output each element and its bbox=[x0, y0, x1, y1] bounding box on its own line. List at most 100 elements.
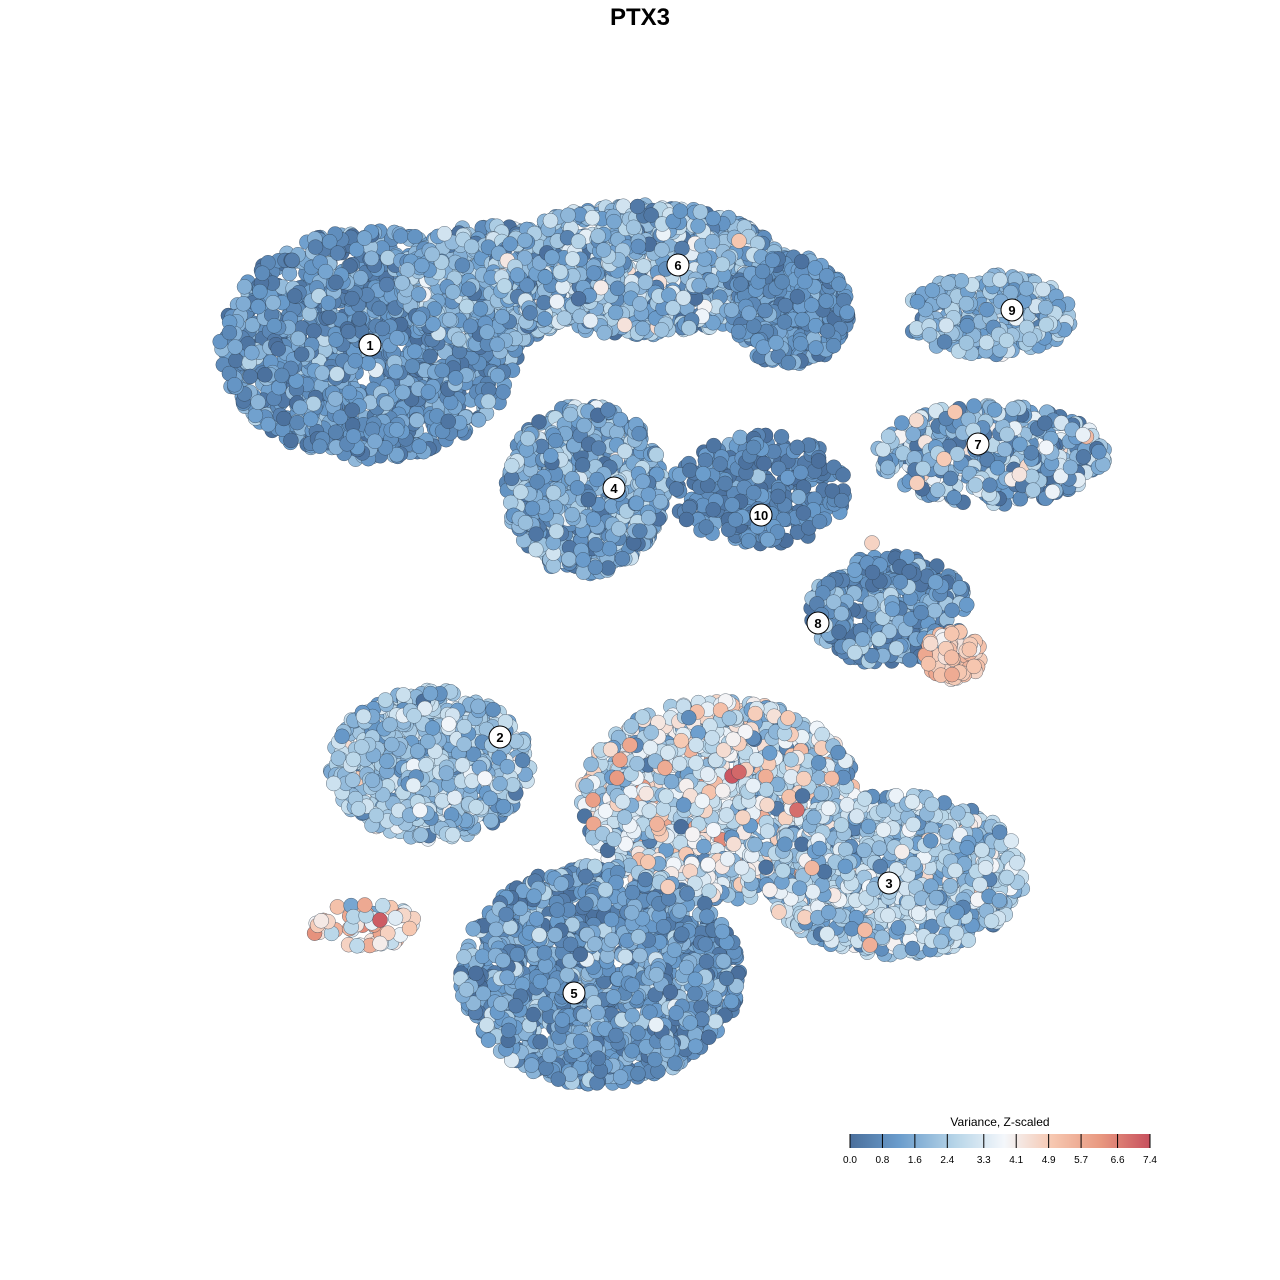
data-point bbox=[496, 278, 513, 294]
data-point bbox=[797, 273, 813, 290]
data-point bbox=[276, 410, 292, 427]
data-point bbox=[235, 296, 252, 312]
data-point bbox=[352, 270, 369, 286]
data-point bbox=[936, 293, 952, 309]
data-point bbox=[542, 212, 559, 229]
data-point bbox=[634, 320, 651, 337]
data-point bbox=[447, 370, 464, 386]
data-point bbox=[472, 301, 489, 317]
data-point bbox=[564, 506, 580, 523]
data-point bbox=[549, 293, 565, 310]
data-point bbox=[770, 488, 786, 505]
data-point bbox=[611, 521, 627, 537]
data-point bbox=[825, 337, 842, 354]
data-point bbox=[411, 310, 427, 327]
data-points bbox=[212, 197, 1112, 1092]
data-point bbox=[780, 355, 797, 371]
data-point bbox=[818, 293, 835, 309]
data-point bbox=[524, 500, 541, 517]
data-point bbox=[347, 353, 364, 369]
data-point bbox=[588, 536, 604, 553]
data-point bbox=[410, 286, 427, 302]
data-point bbox=[404, 358, 421, 374]
data-point bbox=[389, 330, 405, 346]
data-point bbox=[545, 485, 562, 501]
data-point bbox=[590, 228, 606, 244]
data-point bbox=[803, 297, 820, 313]
data-point bbox=[792, 336, 809, 352]
data-point bbox=[522, 305, 538, 321]
data-point bbox=[414, 257, 430, 274]
data-point bbox=[479, 324, 495, 340]
data-point bbox=[371, 300, 387, 317]
data-point bbox=[562, 406, 579, 423]
data-point bbox=[696, 251, 713, 267]
data-point bbox=[434, 362, 450, 379]
data-point bbox=[614, 550, 631, 567]
data-point bbox=[422, 348, 438, 365]
data-point bbox=[489, 367, 506, 384]
data-point bbox=[773, 428, 790, 445]
data-point bbox=[794, 311, 810, 328]
data-point bbox=[560, 207, 576, 223]
data-point bbox=[556, 310, 573, 326]
data-point bbox=[327, 391, 344, 407]
data-point bbox=[388, 363, 404, 380]
data-point bbox=[672, 203, 688, 219]
data-point bbox=[570, 233, 587, 250]
data-point bbox=[607, 304, 624, 321]
data-point bbox=[992, 272, 1008, 288]
data-point bbox=[596, 325, 612, 341]
data-point bbox=[440, 413, 457, 430]
data-point bbox=[723, 302, 740, 318]
data-point bbox=[606, 213, 622, 230]
data-point bbox=[795, 505, 812, 521]
data-point bbox=[595, 242, 612, 258]
data-point bbox=[284, 252, 300, 269]
data-point bbox=[528, 541, 544, 558]
data-point bbox=[363, 250, 380, 267]
data-point bbox=[290, 330, 307, 347]
data-point bbox=[745, 484, 762, 501]
data-point bbox=[724, 497, 740, 513]
data-point bbox=[810, 453, 827, 469]
data-point bbox=[462, 318, 479, 334]
data-point bbox=[517, 514, 534, 531]
data-point bbox=[727, 511, 744, 528]
data-point bbox=[570, 291, 587, 307]
data-point bbox=[745, 439, 762, 456]
data-point bbox=[293, 346, 310, 362]
data-point bbox=[1038, 316, 1054, 333]
data-point bbox=[226, 377, 243, 393]
data-point bbox=[242, 368, 258, 385]
data-point bbox=[394, 275, 410, 291]
data-point bbox=[460, 281, 477, 297]
data-point bbox=[513, 484, 529, 500]
data-point bbox=[489, 336, 505, 353]
data-point bbox=[407, 343, 423, 360]
data-point bbox=[601, 540, 618, 557]
data-point bbox=[705, 501, 721, 518]
data-point bbox=[909, 294, 926, 310]
data-point bbox=[561, 551, 577, 567]
data-point bbox=[1035, 281, 1051, 298]
data-point bbox=[286, 288, 303, 304]
data-point bbox=[617, 443, 633, 459]
data-point bbox=[504, 458, 520, 474]
data-point bbox=[436, 225, 453, 242]
data-point bbox=[575, 552, 591, 568]
data-point bbox=[328, 424, 344, 440]
data-point bbox=[1022, 331, 1038, 348]
data-point bbox=[356, 230, 373, 246]
data-point bbox=[589, 471, 605, 488]
data-point bbox=[409, 412, 425, 429]
data-point bbox=[312, 438, 328, 455]
data-point bbox=[247, 407, 264, 424]
data-point bbox=[320, 295, 337, 311]
data-point bbox=[576, 417, 592, 434]
data-point bbox=[692, 204, 709, 220]
data-point bbox=[774, 274, 790, 290]
data-point bbox=[586, 265, 602, 281]
data-point bbox=[407, 228, 423, 245]
